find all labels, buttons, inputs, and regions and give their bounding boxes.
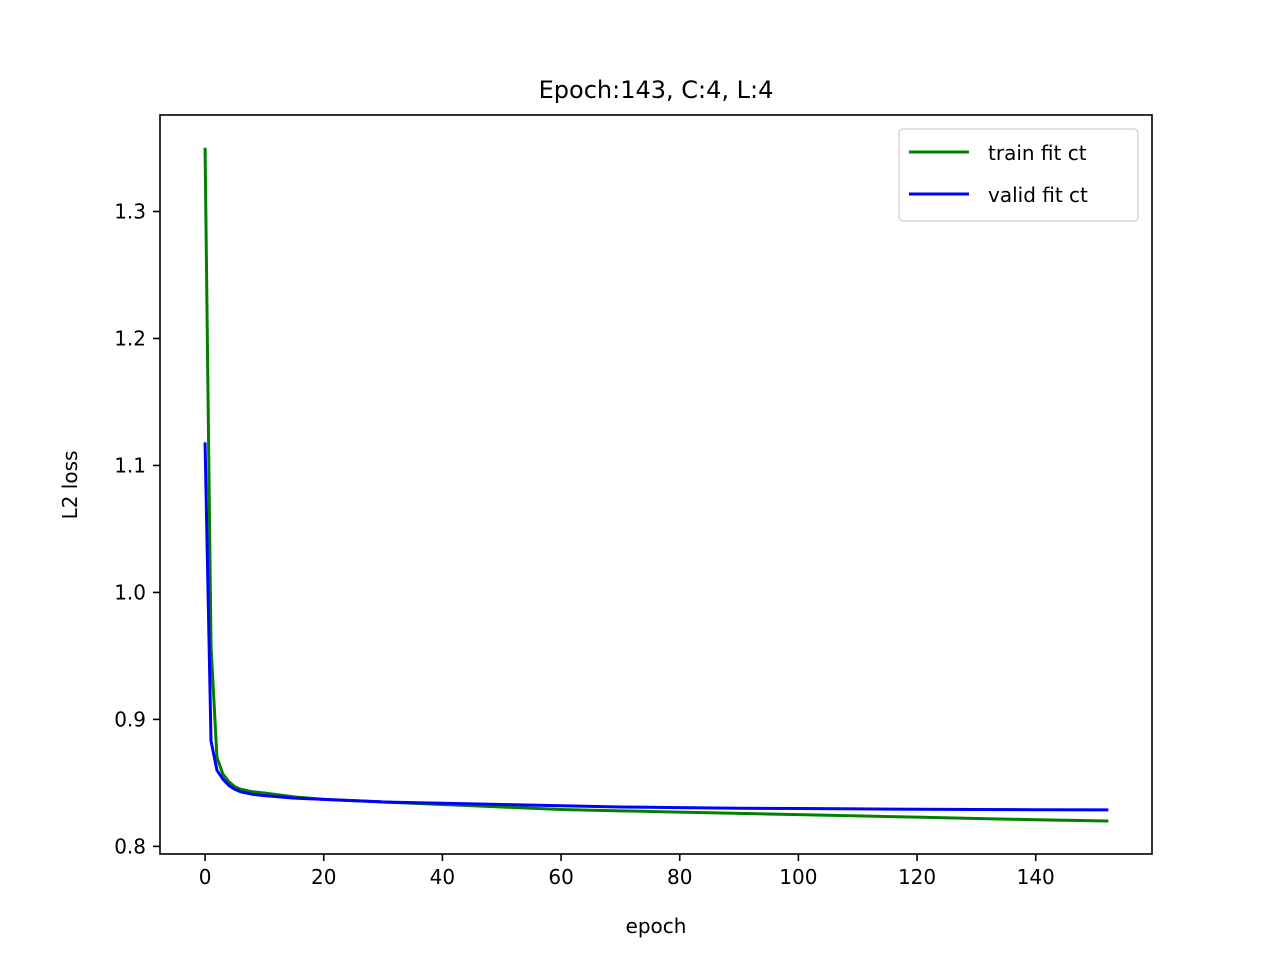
x-tick-label: 60 [548, 865, 573, 889]
y-axis-ticks: 0.8 0.9 1.0 1.1 1.2 1.3 [114, 200, 160, 858]
x-axis-label: epoch [626, 914, 687, 938]
y-tick-label: 1.2 [114, 326, 146, 350]
legend-label-train: train fit ct [988, 141, 1087, 165]
y-tick-label: 1.3 [114, 200, 146, 224]
chart-title: Epoch:143, C:4, L:4 [539, 76, 774, 104]
x-axis-ticks: 0 20 40 60 80 100 120 140 [199, 854, 1055, 889]
series-line-valid [203, 442, 1109, 812]
x-tick-label: 40 [430, 865, 455, 889]
x-tick-label: 20 [311, 865, 336, 889]
series-layer [203, 147, 1109, 823]
y-tick-label: 0.8 [114, 834, 146, 858]
legend-label-valid: valid fit ct [988, 183, 1088, 207]
x-tick-label: 0 [199, 865, 212, 889]
x-tick-label: 80 [667, 865, 692, 889]
plot-area [159, 114, 1153, 855]
legend: train fit ct valid fit ct [898, 128, 1139, 222]
y-axis-label: L2 loss [58, 451, 82, 520]
y-tick-label: 0.9 [114, 707, 146, 731]
y-tick-label: 1.1 [114, 453, 146, 477]
x-tick-label: 120 [898, 865, 936, 889]
x-tick-label: 140 [1017, 865, 1055, 889]
y-tick-label: 1.0 [114, 580, 146, 604]
x-tick-label: 100 [779, 865, 817, 889]
plot-frame [159, 114, 1153, 855]
